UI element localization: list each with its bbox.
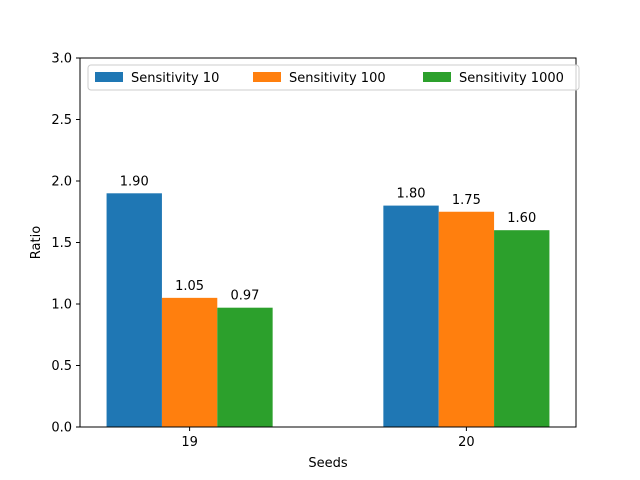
x-axis-label: Seeds	[308, 456, 348, 471]
legend-entry: Sensitivity 10	[95, 71, 219, 86]
y-tick-label: 1.5	[51, 236, 72, 251]
data-labels-layer: 1.90 1.80 1.05 1.75 0.97 1.60	[120, 174, 536, 303]
bar-sensitivity-100-seed-20	[438, 211, 495, 427]
bars-layer	[106, 193, 550, 427]
y-tick-label: 0.0	[51, 421, 72, 436]
y-tick-label: 2.5	[51, 113, 72, 128]
data-label: 1.05	[175, 279, 204, 294]
legend-entry: Sensitivity 100	[253, 71, 386, 86]
bar-sensitivity-1000-seed-20	[494, 230, 550, 427]
legend-swatch	[95, 72, 123, 82]
legend: Sensitivity 10 Sensitivity 100 Sensitivity…	[87, 64, 580, 91]
x-tick-label: 19	[181, 435, 198, 450]
x-tick-label: 20	[458, 435, 475, 450]
legend-box	[87, 64, 580, 91]
y-tick-label: 2.0	[51, 175, 72, 190]
y-axis: 0.0 0.5 1.0 1.5 2.0 2.5 3.0	[51, 52, 80, 436]
y-axis-label: Ratio	[29, 226, 44, 259]
legend-entry: Sensitivity 1000	[423, 71, 564, 86]
data-label: 1.80	[397, 187, 426, 202]
bar-sensitivity-10-seed-20	[383, 205, 439, 427]
bar-sensitivity-1000-seed-19	[217, 307, 273, 427]
bar-sensitivity-10-seed-19	[106, 193, 162, 427]
y-tick-label: 0.5	[51, 359, 72, 374]
bar-sensitivity-100-seed-19	[161, 297, 218, 427]
legend-label: Sensitivity 100	[289, 71, 386, 86]
legend-label: Sensitivity 1000	[459, 71, 564, 86]
data-label: 1.90	[120, 174, 149, 189]
legend-label: Sensitivity 10	[131, 71, 219, 86]
x-axis: 19 20	[181, 427, 475, 450]
y-tick-label: 3.0	[51, 52, 72, 67]
data-label: 0.97	[230, 289, 259, 304]
data-label: 1.60	[507, 211, 536, 226]
legend-swatch	[423, 72, 451, 82]
legend-swatch	[253, 72, 281, 82]
y-tick-label: 1.0	[51, 298, 72, 313]
data-label: 1.75	[452, 193, 481, 208]
